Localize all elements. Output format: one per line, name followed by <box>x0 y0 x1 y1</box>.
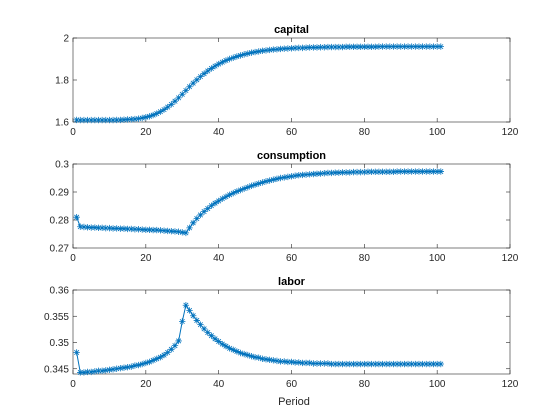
y-tick-label: 0.27 <box>50 244 70 255</box>
x-tick-label: 60 <box>286 379 298 390</box>
data-point <box>179 318 185 324</box>
x-tick-label: 20 <box>140 379 152 390</box>
data-point <box>201 71 207 77</box>
y-tick-label: 1.8 <box>55 76 69 87</box>
x-axis-label: Period <box>278 396 310 408</box>
x-tick-label: 120 <box>502 253 519 264</box>
data-point <box>190 313 196 319</box>
subplot-title: consumption <box>257 150 326 162</box>
x-tick-label: 40 <box>213 127 225 138</box>
data-point <box>438 43 444 49</box>
y-tick-label: 0.28 <box>50 216 70 227</box>
data-point <box>186 307 192 313</box>
data-point <box>438 361 444 367</box>
x-tick-label: 100 <box>429 127 446 138</box>
x-tick-label: 0 <box>70 379 76 390</box>
x-tick-label: 100 <box>429 253 446 264</box>
subplot-title: capital <box>274 24 309 36</box>
y-tick-label: 0.345 <box>44 364 69 375</box>
data-point <box>186 225 192 231</box>
x-tick-label: 60 <box>286 253 298 264</box>
x-tick-label: 100 <box>429 379 446 390</box>
y-tick-label: 1.6 <box>55 118 69 129</box>
x-tick-label: 120 <box>502 127 519 138</box>
x-tick-label: 80 <box>359 253 371 264</box>
data-point <box>164 104 170 110</box>
x-tick-label: 40 <box>213 253 225 264</box>
x-tick-label: 120 <box>502 379 519 390</box>
x-tick-label: 20 <box>140 253 152 264</box>
subplot-consumption: consumption 0 20 40 60 80 100 120 0.27 0.28 0.29 0.… <box>50 150 519 264</box>
data-point <box>205 205 211 211</box>
y-tick-label: 0.355 <box>44 312 69 323</box>
y-tick-label: 0.36 <box>50 286 70 297</box>
x-tick-label: 40 <box>213 379 225 390</box>
y-tick-label: 2 <box>63 34 69 45</box>
x-tick-label: 60 <box>286 127 298 138</box>
x-tick-label: 80 <box>359 127 371 138</box>
subplot-title: labor <box>278 276 306 288</box>
y-tick-label: 0.35 <box>50 338 70 349</box>
subplot-capital: capital 0 20 40 60 80 100 120 1.6 1.8 2 <box>55 24 519 138</box>
data-point <box>183 230 189 236</box>
y-tick-label: 0.29 <box>50 188 70 199</box>
x-tick-label: 20 <box>140 127 152 138</box>
x-tick-label: 0 <box>70 127 76 138</box>
y-tick-label: 0.3 <box>55 160 69 171</box>
data-point <box>175 338 181 344</box>
x-tick-label: 0 <box>70 253 76 264</box>
data-point <box>73 214 79 220</box>
subplot-labor: labor 0 20 40 60 80 100 120 0.345 0.35 0.355 0.36 <box>44 276 519 390</box>
x-tick-label: 80 <box>359 379 371 390</box>
data-point <box>197 73 203 79</box>
data-point <box>73 349 79 355</box>
data-point <box>183 302 189 308</box>
data-point <box>438 168 444 174</box>
data-point <box>172 342 178 348</box>
